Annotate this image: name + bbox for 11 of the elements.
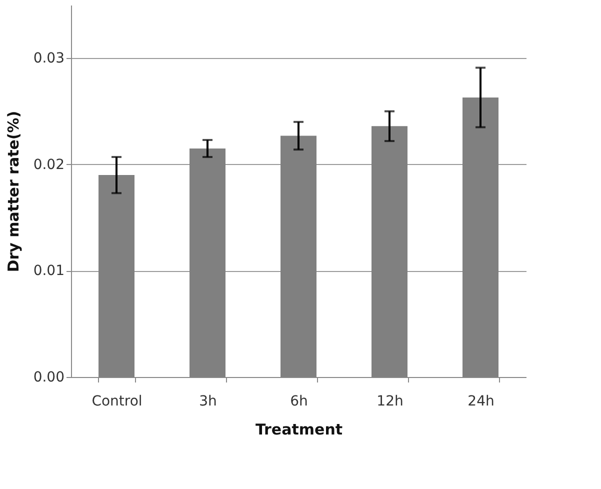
x-tick-label: 3h	[199, 394, 217, 410]
y-tick-label: 0.02	[33, 156, 64, 173]
y-tick-label: 0.01	[33, 263, 64, 280]
y-tick-label: 0.00	[33, 370, 64, 386]
y-tick-label: 0.03	[33, 50, 64, 67]
x-tick-label: 24h	[468, 394, 494, 410]
x-tick-label: 12h	[376, 394, 404, 410]
x-axis-title: Treatment	[255, 420, 343, 438]
x-tick-label: 6h	[290, 394, 308, 410]
x-tick-label: Control	[92, 394, 142, 410]
y-axis-title: Dry matter rate(%)	[4, 110, 22, 272]
